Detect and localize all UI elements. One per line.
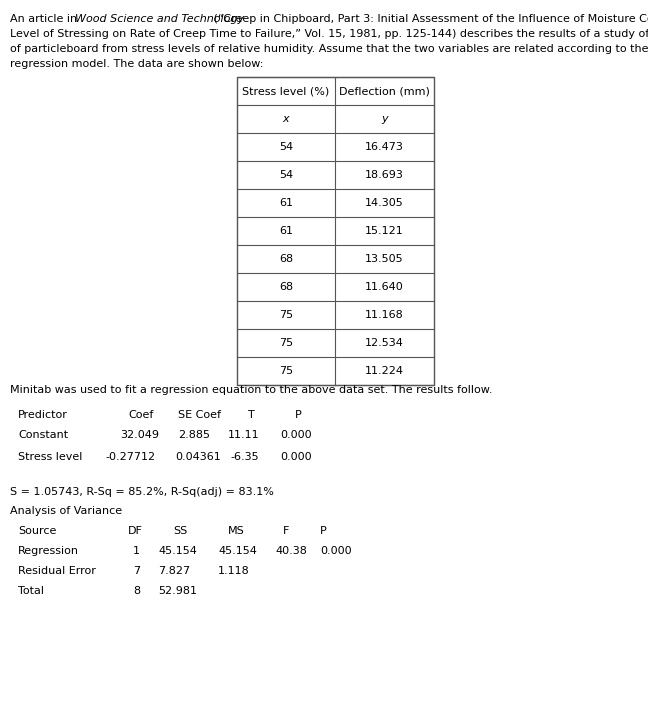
Text: 54: 54 <box>279 170 293 180</box>
Text: -6.35: -6.35 <box>230 452 259 462</box>
Text: Predictor: Predictor <box>18 410 68 420</box>
Text: Stress level (%): Stress level (%) <box>242 86 330 96</box>
Text: Total: Total <box>18 586 44 596</box>
Text: 14.305: 14.305 <box>365 198 404 208</box>
Text: of particleboard from stress levels of relative humidity. Assume that the two va: of particleboard from stress levels of r… <box>10 44 648 54</box>
Text: 54: 54 <box>279 142 293 152</box>
Text: 61: 61 <box>279 226 293 236</box>
Text: Level of Stressing on Rate of Creep Time to Failure,” Vol. 15, 1981, pp. 125-144: Level of Stressing on Rate of Creep Time… <box>10 29 648 39</box>
Text: 13.505: 13.505 <box>365 254 404 264</box>
Text: y: y <box>381 114 388 124</box>
Text: 11.11: 11.11 <box>228 430 260 440</box>
Text: T: T <box>248 410 255 420</box>
Text: -0.27712: -0.27712 <box>105 452 155 462</box>
Text: 40.38: 40.38 <box>275 546 307 556</box>
Text: 11.168: 11.168 <box>365 310 404 320</box>
Text: Stress level: Stress level <box>18 452 82 462</box>
Text: Coef: Coef <box>128 410 154 420</box>
Text: 75: 75 <box>279 366 293 376</box>
Text: 0.000: 0.000 <box>320 546 352 556</box>
Text: 0.000: 0.000 <box>280 430 312 440</box>
Text: 45.154: 45.154 <box>218 546 257 556</box>
Text: S = 1.05743, R-Sq = 85.2%, R-Sq(adj) = 83.1%: S = 1.05743, R-Sq = 85.2%, R-Sq(adj) = 8… <box>10 487 274 497</box>
Text: 61: 61 <box>279 198 293 208</box>
Text: 8: 8 <box>133 586 140 596</box>
Text: Constant: Constant <box>18 430 68 440</box>
Text: F: F <box>283 526 290 536</box>
Text: SS: SS <box>173 526 187 536</box>
Text: 32.049: 32.049 <box>120 430 159 440</box>
Text: Wood Science and Technology: Wood Science and Technology <box>75 14 244 24</box>
Text: x: x <box>283 114 289 124</box>
Text: (“Creep in Chipboard, Part 3: Initial Assessment of the Influence of Moisture Co: (“Creep in Chipboard, Part 3: Initial As… <box>210 14 648 24</box>
Text: 18.693: 18.693 <box>365 170 404 180</box>
Text: 15.121: 15.121 <box>365 226 404 236</box>
Text: 68: 68 <box>279 254 293 264</box>
Text: Residual Error: Residual Error <box>18 566 96 576</box>
Text: Source: Source <box>18 526 56 536</box>
Text: 12.534: 12.534 <box>365 338 404 348</box>
Text: 0.04361: 0.04361 <box>175 452 221 462</box>
Text: 52.981: 52.981 <box>158 586 197 596</box>
Text: Deflection (mm): Deflection (mm) <box>339 86 430 96</box>
Text: 7.827: 7.827 <box>158 566 190 576</box>
Text: MS: MS <box>228 526 245 536</box>
Text: DF: DF <box>128 526 143 536</box>
Text: Minitab was used to fit a regression equation to the above data set. The results: Minitab was used to fit a regression equ… <box>10 385 492 395</box>
Bar <box>237 77 434 385</box>
Text: SE Coef: SE Coef <box>178 410 221 420</box>
Text: 68: 68 <box>279 282 293 292</box>
Text: Analysis of Variance: Analysis of Variance <box>10 506 122 516</box>
Text: 1: 1 <box>133 546 140 556</box>
Text: 0.000: 0.000 <box>280 452 312 462</box>
Text: 11.224: 11.224 <box>365 366 404 376</box>
Text: 11.640: 11.640 <box>365 282 404 292</box>
Text: regression model. The data are shown below:: regression model. The data are shown bel… <box>10 59 263 69</box>
Text: Regression: Regression <box>18 546 79 556</box>
Text: 1.118: 1.118 <box>218 566 249 576</box>
Text: P: P <box>320 526 327 536</box>
Text: 75: 75 <box>279 310 293 320</box>
Text: 45.154: 45.154 <box>158 546 197 556</box>
Text: An article in: An article in <box>10 14 80 24</box>
Text: 16.473: 16.473 <box>365 142 404 152</box>
Text: P: P <box>295 410 302 420</box>
Text: 7: 7 <box>133 566 140 576</box>
Text: 2.885: 2.885 <box>178 430 210 440</box>
Text: 75: 75 <box>279 338 293 348</box>
